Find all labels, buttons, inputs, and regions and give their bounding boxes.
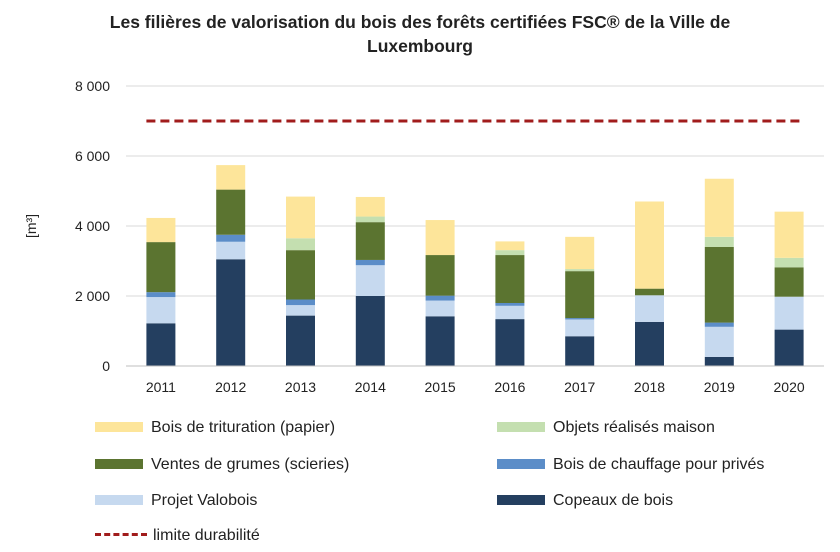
bar-segment xyxy=(565,271,595,319)
bar-segment xyxy=(565,336,595,366)
bar-segment xyxy=(146,242,176,293)
legend-swatch xyxy=(95,458,143,469)
bar-segment xyxy=(704,326,734,357)
bar-segment xyxy=(635,201,664,289)
legend-swatch xyxy=(497,494,545,505)
bar-segment xyxy=(355,196,385,217)
bar-segment xyxy=(495,303,525,306)
bar-segment xyxy=(774,267,804,297)
bar-segment xyxy=(286,315,315,366)
legend-item-projet-valobois: Projet Valobois xyxy=(95,491,257,511)
bar-segment xyxy=(704,356,734,366)
x-tick-label: 2016 xyxy=(494,379,525,395)
x-tick-label: 2013 xyxy=(285,379,316,395)
x-tick-label: 2015 xyxy=(425,379,456,395)
bar-segment xyxy=(216,241,246,260)
bar-segment xyxy=(146,297,176,324)
bar-segment xyxy=(355,265,385,296)
x-tick-label: 2014 xyxy=(355,379,386,395)
y-tick-label: 6 000 xyxy=(75,148,110,164)
bar-segment xyxy=(495,241,525,251)
chart-title-line-2: Luxembourg xyxy=(367,36,473,56)
legend-item-bois-de-trituration: Bois de trituration (papier) xyxy=(95,418,335,438)
bar-segment xyxy=(286,250,315,300)
bar-segment xyxy=(704,178,734,237)
bar-segment xyxy=(355,259,385,266)
x-axis-ticks: 2011 2012 2013 2014 2015 2016 2017 2018 2019 2020 xyxy=(146,379,805,395)
y-tick-label: 8 000 xyxy=(75,78,110,94)
y-tick-label: 0 xyxy=(102,358,110,374)
bar-segment xyxy=(495,305,525,320)
bar-segment xyxy=(146,292,176,298)
bar-segment xyxy=(495,319,525,366)
legend-label: Objets réalisés maison xyxy=(553,419,715,436)
legend-label: Bois de chauffage pour privés xyxy=(553,456,765,473)
bar-segment xyxy=(286,196,315,239)
legend-label: Ventes de grumes (scieries) xyxy=(151,456,350,473)
bar-segment xyxy=(286,238,315,251)
legend-item-objets-realises-maison: Objets réalisés maison xyxy=(497,418,715,438)
bar-segment xyxy=(216,189,246,235)
bar-segment xyxy=(425,295,455,301)
legend-item-ventes-de-grumes: Ventes de grumes (scieries) xyxy=(95,455,349,475)
bar-segment xyxy=(565,318,595,320)
x-tick-label: 2012 xyxy=(215,379,246,395)
bar-segment xyxy=(774,257,804,268)
bar-segment xyxy=(704,236,734,247)
bar-segment xyxy=(146,217,176,243)
x-tick-label: 2018 xyxy=(634,379,665,395)
bar-segment xyxy=(565,319,595,337)
y-tick-label: 4 000 xyxy=(75,218,110,234)
legend-item-bois-de-chauffage: Bois de chauffage pour privés xyxy=(497,455,764,475)
bar-segment xyxy=(216,259,246,366)
bar-segment xyxy=(355,222,385,260)
bar-segment xyxy=(635,288,664,296)
y-axis-ticks: 0 2 000 4 000 6 000 8 000 xyxy=(75,78,110,374)
legend-item-limite-durabilite: limite durabilité xyxy=(95,526,260,546)
legend-swatch xyxy=(95,494,143,505)
x-tick-label: 2019 xyxy=(704,379,735,395)
x-tick-label: 2011 xyxy=(146,379,176,395)
x-tick-label: 2020 xyxy=(774,379,805,395)
bar-segment xyxy=(216,165,246,190)
bar-segment xyxy=(425,220,455,256)
legend-label: Copeaux de bois xyxy=(553,492,674,509)
bar-segment xyxy=(355,296,385,366)
bar-segment xyxy=(635,321,664,366)
y-axis-label: [m³] xyxy=(23,214,39,238)
bar-segment xyxy=(774,296,804,330)
bars xyxy=(146,165,804,366)
chart-title-line-1: Les filières de valorisation du bois des… xyxy=(109,12,731,32)
legend-swatch xyxy=(497,421,545,432)
legend-swatch xyxy=(95,421,143,432)
legend-item-copeaux-de-bois: Copeaux de bois xyxy=(497,491,673,511)
bar-segment xyxy=(216,234,246,242)
bar-segment xyxy=(146,323,176,366)
bar-segment xyxy=(704,247,734,323)
legend-label: limite durabilité xyxy=(153,527,260,544)
bar-segment xyxy=(635,295,664,322)
bar-segment xyxy=(774,211,804,258)
bar-segment xyxy=(425,300,455,317)
bar-segment xyxy=(565,236,595,270)
bar-segment xyxy=(425,255,455,296)
legend-label: Bois de trituration (papier) xyxy=(151,419,336,436)
legend-label: Projet Valobois xyxy=(151,492,258,509)
bar-segment xyxy=(495,250,525,256)
bar-segment xyxy=(495,255,525,303)
bar-segment xyxy=(286,299,315,306)
bar-segment xyxy=(425,316,455,366)
bar-segment xyxy=(286,305,315,316)
bar-segment xyxy=(704,322,734,327)
bar-segment xyxy=(565,269,595,272)
legend-dash xyxy=(95,533,147,537)
legend-swatch xyxy=(497,458,545,469)
bar-segment xyxy=(355,216,385,223)
chart-title: Les filières de valorisation du bois des… xyxy=(0,10,840,58)
y-tick-label: 2 000 xyxy=(75,288,110,304)
x-tick-label: 2017 xyxy=(564,379,595,395)
bar-segment xyxy=(774,329,804,366)
